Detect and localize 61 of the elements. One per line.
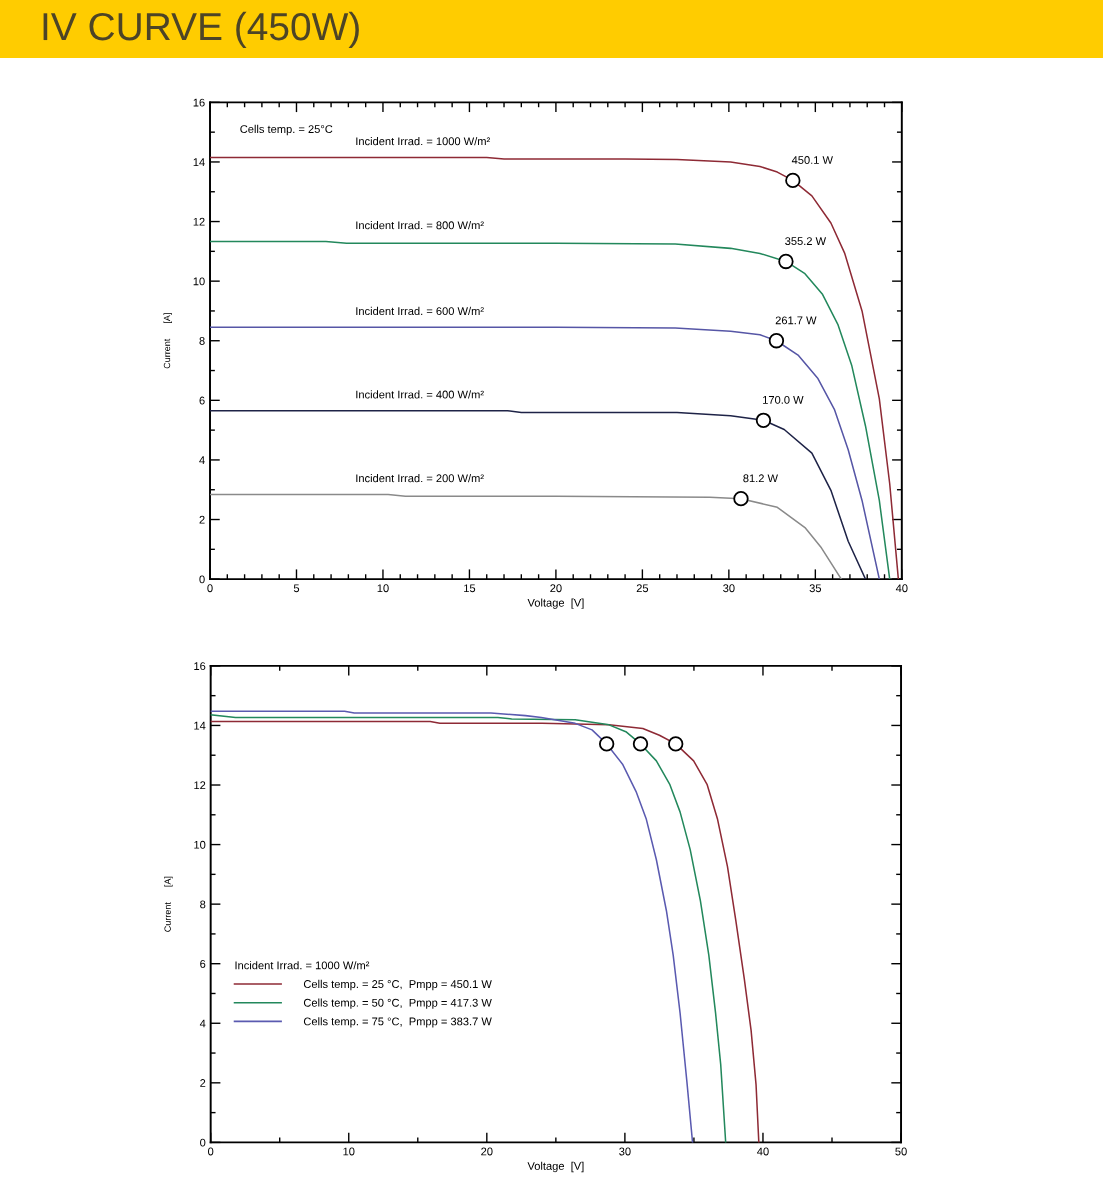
y-tick-label: 10 [193, 277, 205, 286]
series-label: Incident Irrad. = 800 W/m² [356, 221, 484, 230]
x-tick-label: 5 [293, 584, 300, 593]
x-tick-label: 10 [343, 1147, 355, 1156]
y-tick-label: 10 [194, 840, 206, 849]
x-tick-label: 30 [619, 1147, 631, 1156]
x-tick-label: 20 [550, 584, 562, 593]
point [768, 333, 785, 349]
y-tick-label: 6 [200, 959, 206, 968]
y-tick-label: 12 [194, 781, 206, 790]
series-label: Incident Irrad. = 600 W/m² [356, 306, 484, 316]
y-axis-title: Current [A] [164, 876, 173, 932]
x-tick-label: 10 [377, 584, 389, 593]
annotation: Cells temp. = 25°C [240, 124, 333, 136]
x-tick-label: 0 [208, 1147, 214, 1156]
annotation: 261.7 W [775, 316, 817, 325]
series-label: Incident Irrad. = 400 W/m² [356, 390, 484, 399]
series-label: Incident Irrad. = 200 W/m² [356, 474, 484, 483]
y-tick-label: 8 [200, 900, 206, 909]
x-tick-label: 30 [723, 584, 735, 593]
x-tick-label: 0 [207, 584, 213, 593]
legend-label: Cells temp. = 75 °C, Pmpp = 383.7 W [303, 1017, 492, 1028]
y-tick-label: 14 [194, 721, 206, 730]
y-tick-label: 12 [193, 217, 205, 226]
x-axis-title: Voltage [V] [527, 598, 584, 609]
y-tick-label: 8 [199, 337, 205, 345]
y-tick-label: 2 [200, 1079, 206, 1087]
y-tick-label: 4 [199, 1019, 206, 1028]
x-tick-label: 40 [757, 1147, 769, 1156]
x-tick-label: 25 [636, 584, 649, 593]
line-series [210, 409, 867, 580]
y-tick-label: 6 [199, 396, 205, 405]
legend-label: Cells temp. = 25 °C, Pmpp = 450.1 W [303, 979, 492, 991]
annotation: 355.2 W [785, 237, 827, 246]
point [755, 412, 772, 428]
x-tick-label: 35 [809, 584, 822, 593]
x-tick-label: 40 [895, 584, 908, 593]
x-tick-label: 50 [895, 1147, 907, 1156]
y-tick-label: 16 [193, 98, 205, 107]
point [733, 490, 749, 507]
annotation: 450.1 W [791, 156, 833, 164]
annotation: 170.0 W [763, 395, 804, 404]
x-axis-title: Voltage [V] [527, 1161, 584, 1173]
line-series [210, 326, 881, 580]
line-series [210, 493, 843, 580]
y-tick-label: 4 [199, 456, 205, 464]
y-tick-label: 14 [193, 158, 205, 166]
y-tick-label: 0 [199, 575, 205, 584]
chart-title: IV CURVE (450W) [43, 11, 359, 49]
y-tick-label: 2 [199, 515, 205, 524]
point [778, 253, 794, 270]
point [785, 172, 801, 189]
y-axis-title: Current [A] [163, 313, 172, 369]
y-tick-label: 16 [194, 662, 206, 671]
legend-label: Cells temp. = 50 °C, Pmpp = 417.3 W [303, 998, 492, 1009]
x-tick-label: 15 [464, 584, 476, 593]
annotation: 81.2 W [743, 474, 778, 483]
legend-title: Incident Irrad. = 1000 W/m² [235, 961, 370, 970]
x-tick-label: 20 [481, 1147, 493, 1156]
series-label: Incident Irrad. = 1000 W/m² [356, 137, 491, 146]
y-tick-label: 0 [200, 1138, 206, 1147]
